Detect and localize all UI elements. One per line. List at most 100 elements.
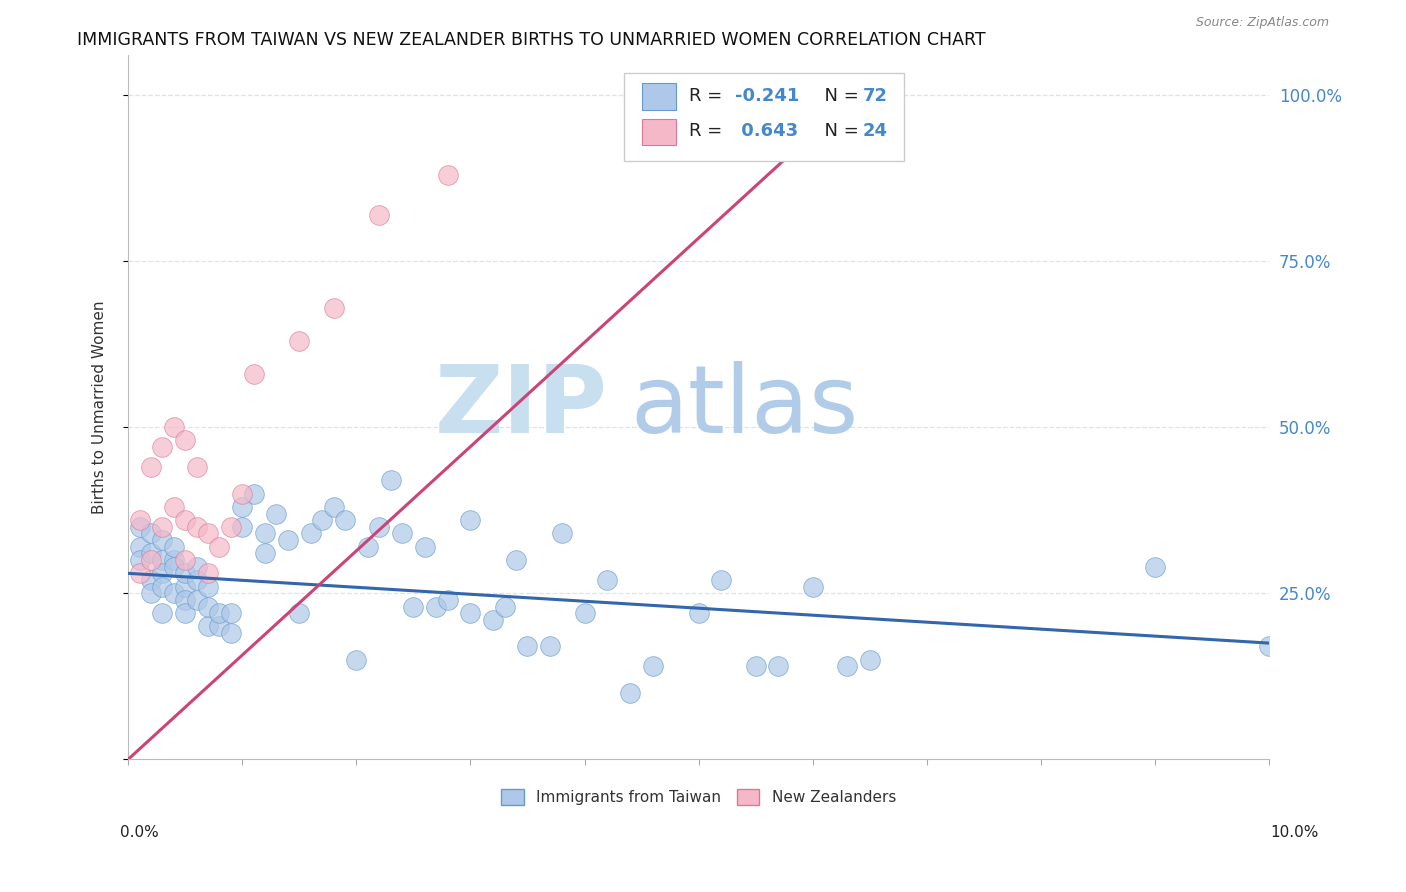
Point xyxy=(231,500,253,514)
Point xyxy=(688,606,710,620)
Point xyxy=(163,553,186,567)
Text: ZIP: ZIP xyxy=(434,361,607,453)
Point xyxy=(322,500,344,514)
Point xyxy=(596,573,619,587)
Point xyxy=(1258,640,1281,654)
Point xyxy=(436,593,458,607)
Point xyxy=(641,659,664,673)
Point xyxy=(197,619,219,633)
Point xyxy=(150,520,173,534)
Text: 72: 72 xyxy=(863,87,889,105)
Point xyxy=(174,566,197,581)
Point xyxy=(174,593,197,607)
Legend: Immigrants from Taiwan, New Zealanders: Immigrants from Taiwan, New Zealanders xyxy=(495,783,903,812)
Point xyxy=(150,553,173,567)
Point xyxy=(357,540,380,554)
Point xyxy=(139,546,162,560)
Point xyxy=(208,619,231,633)
Point xyxy=(460,513,482,527)
Point xyxy=(368,520,391,534)
Point xyxy=(197,566,219,581)
Point xyxy=(801,580,824,594)
Text: IMMIGRANTS FROM TAIWAN VS NEW ZEALANDER BIRTHS TO UNMARRIED WOMEN CORRELATION CH: IMMIGRANTS FROM TAIWAN VS NEW ZEALANDER … xyxy=(77,31,986,49)
Point xyxy=(163,420,186,434)
Point xyxy=(391,526,413,541)
Point xyxy=(150,533,173,548)
Text: -0.241: -0.241 xyxy=(735,87,800,105)
Point xyxy=(128,540,150,554)
Point xyxy=(333,513,356,527)
Point xyxy=(380,473,402,487)
Text: N =: N = xyxy=(813,122,865,140)
Point xyxy=(197,526,219,541)
Point xyxy=(186,573,208,587)
Point xyxy=(494,599,516,614)
Point xyxy=(288,334,311,348)
Point xyxy=(139,526,162,541)
Point xyxy=(150,580,173,594)
Point xyxy=(150,606,173,620)
Point xyxy=(551,526,574,541)
Text: 10.0%: 10.0% xyxy=(1271,825,1319,839)
Point xyxy=(460,606,482,620)
Text: 0.0%: 0.0% xyxy=(120,825,159,839)
Point xyxy=(163,540,186,554)
Point xyxy=(254,526,277,541)
Text: atlas: atlas xyxy=(630,361,859,453)
Point xyxy=(436,168,458,182)
Point xyxy=(163,559,186,574)
Point xyxy=(277,533,299,548)
Point xyxy=(322,301,344,315)
Point xyxy=(299,526,322,541)
Point xyxy=(266,507,288,521)
Point xyxy=(208,606,231,620)
Point xyxy=(231,486,253,500)
Point xyxy=(186,559,208,574)
Point xyxy=(219,606,242,620)
Point xyxy=(368,208,391,222)
Point xyxy=(174,434,197,448)
Point xyxy=(254,546,277,560)
FancyBboxPatch shape xyxy=(641,119,676,145)
Point xyxy=(425,599,447,614)
Point xyxy=(139,553,162,567)
Point xyxy=(128,553,150,567)
Point xyxy=(197,580,219,594)
Point xyxy=(242,367,264,381)
Point xyxy=(744,88,766,103)
Text: R =: R = xyxy=(689,87,728,105)
Point xyxy=(208,540,231,554)
Text: R =: R = xyxy=(689,122,728,140)
Point xyxy=(219,626,242,640)
Point xyxy=(128,520,150,534)
Point xyxy=(710,573,733,587)
Point xyxy=(768,659,790,673)
Point xyxy=(619,686,641,700)
Point xyxy=(174,606,197,620)
Text: N =: N = xyxy=(813,87,865,105)
Point xyxy=(186,460,208,475)
Point xyxy=(139,460,162,475)
Point xyxy=(402,599,425,614)
Point xyxy=(163,500,186,514)
Point xyxy=(219,520,242,534)
Text: Source: ZipAtlas.com: Source: ZipAtlas.com xyxy=(1195,16,1329,29)
Point xyxy=(859,653,882,667)
Point xyxy=(516,640,538,654)
Point xyxy=(344,653,367,667)
FancyBboxPatch shape xyxy=(641,83,676,110)
Point xyxy=(505,553,527,567)
Text: 0.643: 0.643 xyxy=(735,122,799,140)
Y-axis label: Births to Unmarried Women: Births to Unmarried Women xyxy=(93,301,107,514)
Point xyxy=(150,566,173,581)
Point xyxy=(574,606,596,620)
Point xyxy=(835,659,858,673)
Point xyxy=(150,440,173,454)
Point xyxy=(538,640,561,654)
Point xyxy=(482,613,505,627)
Point xyxy=(197,599,219,614)
Point xyxy=(128,566,150,581)
Point xyxy=(174,553,197,567)
FancyBboxPatch shape xyxy=(624,73,904,161)
Point xyxy=(311,513,333,527)
